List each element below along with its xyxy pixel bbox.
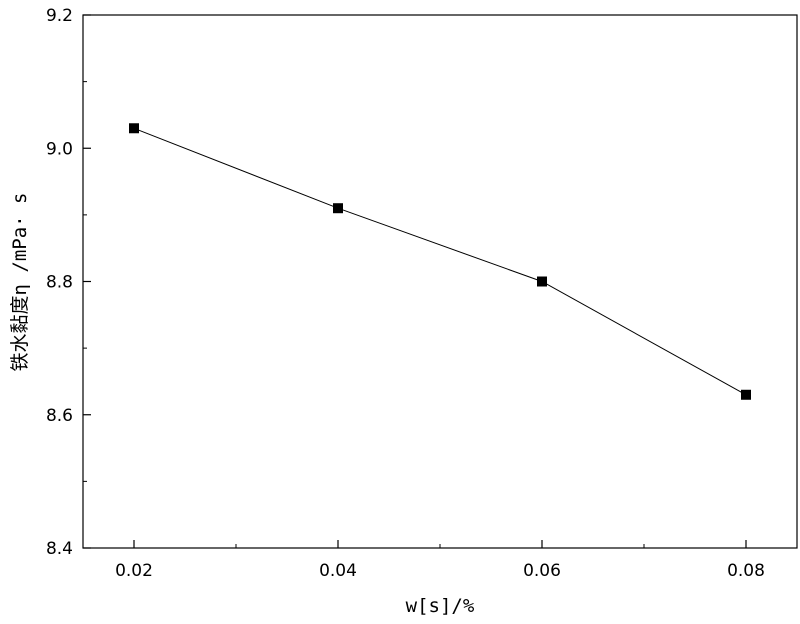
y-tick-label: 9.0 — [46, 139, 73, 159]
data-point-marker — [537, 276, 547, 287]
data-point-marker — [129, 123, 139, 134]
plot-frame — [82, 14, 798, 549]
x-tick-label: 0.08 — [727, 561, 765, 581]
series-line — [133, 127, 747, 396]
data-point-marker — [741, 389, 751, 400]
y-tick-label: 8.8 — [46, 273, 73, 293]
y-axis-title: 铁水黏度η /mPa· s — [9, 193, 31, 372]
y-tick-label: 8.4 — [46, 539, 73, 559]
y-tick-label: 9.2 — [46, 6, 73, 26]
x-tick-label: 0.06 — [523, 561, 561, 581]
x-tick-label: 0.02 — [115, 561, 153, 581]
data-series — [129, 123, 751, 400]
x-axis-title: w[s]/% — [406, 595, 475, 617]
data-point-marker — [333, 203, 343, 214]
y-tick-label: 8.6 — [46, 406, 73, 426]
y-axis-ticks: 8.4 8.6 8.8 9.0 9.2 — [46, 6, 91, 559]
x-tick-label: 0.04 — [319, 561, 357, 581]
x-axis-ticks: 0.02 0.04 0.06 0.08 — [115, 540, 765, 581]
